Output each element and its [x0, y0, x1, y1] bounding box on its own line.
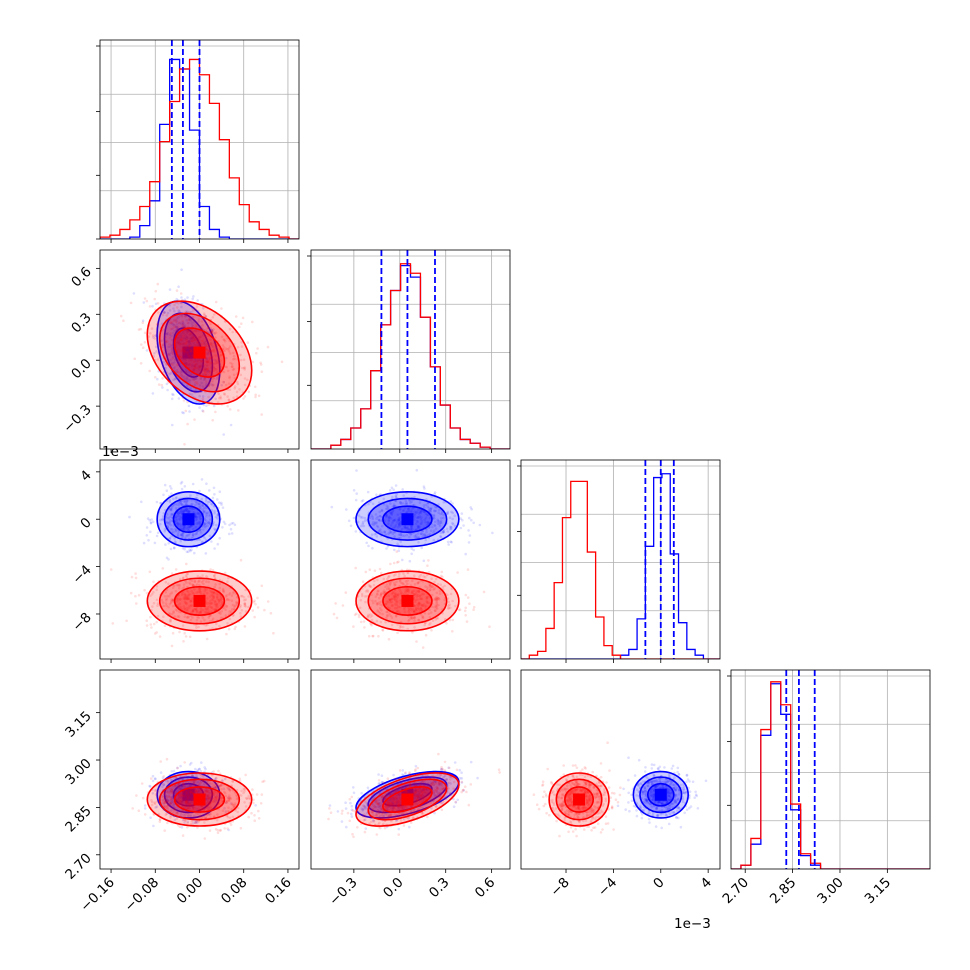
x-tick-label: 0.0 — [380, 875, 407, 902]
x-tick-label: 0.08 — [218, 875, 251, 908]
panel-3-0 — [96, 669, 300, 873]
density-peak — [182, 346, 195, 359]
gridlines — [521, 460, 720, 659]
density-peak — [193, 346, 206, 359]
y-tick-label: 4 — [77, 467, 94, 484]
x-tick-label: −0.3 — [326, 875, 360, 909]
x-tick-label: 2.85 — [767, 875, 800, 908]
density-peak — [182, 513, 195, 526]
histogram-series-0 — [521, 473, 720, 659]
gridlines — [311, 250, 510, 449]
y-tick-label: −8 — [69, 610, 94, 635]
x-tick-label: −8 — [547, 875, 572, 900]
x-tick-label: −0.16 — [77, 875, 118, 916]
y-tick-label: −0.3 — [60, 402, 94, 436]
panel-3-3 — [727, 669, 931, 873]
panel-3-2 — [520, 669, 721, 873]
panel-frame — [310, 669, 511, 870]
y-tick-label: 2.70 — [62, 850, 95, 883]
scatter-points-series-0 — [330, 468, 494, 563]
contours-series-0 — [156, 300, 221, 405]
x-tick-label: 0 — [650, 875, 667, 892]
panel-2-2 — [517, 459, 721, 663]
histogram-series-0 — [731, 683, 930, 869]
y-tick-label: 3.00 — [62, 756, 95, 789]
x-tick-label: 3.15 — [862, 875, 895, 908]
panel-frame — [520, 669, 721, 870]
panel-2-0 — [96, 459, 300, 663]
panel-3-1 — [310, 669, 511, 873]
contours-series-1 — [355, 570, 460, 632]
y-tick-label: 2.85 — [62, 803, 95, 836]
panel-frame — [730, 669, 931, 870]
histogram-series-0 — [311, 264, 510, 449]
density-peak — [193, 793, 206, 806]
x-tick-label: 0.6 — [472, 875, 499, 902]
panel-0-0 — [96, 39, 300, 243]
x-tick-label: 3.00 — [814, 875, 847, 908]
contours-series-1 — [548, 772, 610, 827]
histogram-series-1 — [311, 263, 510, 449]
density-peak — [182, 788, 195, 801]
density-peak — [401, 793, 414, 806]
y-offset-label: 1e−3 — [102, 444, 139, 460]
panel-2-1 — [310, 459, 511, 663]
y-tick-label: −4 — [69, 562, 94, 587]
x-tick-label: 0.16 — [262, 875, 295, 908]
contours-series-1 — [146, 570, 253, 632]
y-tick-label: 0.0 — [68, 356, 95, 383]
histogram-series-1 — [521, 480, 720, 659]
density-peak — [401, 594, 414, 607]
x-tick-label: 2.70 — [719, 875, 752, 908]
contours-series-0 — [156, 491, 221, 548]
y-tick-label: 0 — [77, 515, 94, 532]
density-peak — [401, 513, 414, 526]
contours-series-1 — [355, 772, 460, 827]
x-tick-label: 4 — [698, 875, 715, 892]
contours-series-0 — [632, 770, 689, 819]
x-tick-label: 0.00 — [174, 875, 207, 908]
panel-1-0 — [96, 249, 300, 453]
panel-frame — [520, 459, 721, 660]
x-tick-label: −4 — [595, 875, 620, 900]
histogram-series-0 — [100, 58, 299, 239]
density-peak — [573, 793, 586, 806]
y-tick-label: 0.6 — [68, 264, 95, 291]
x-tick-label: 0.3 — [426, 875, 453, 902]
x-tick-label: −0.08 — [122, 875, 163, 916]
panel-frame — [310, 249, 511, 450]
contours-series-0 — [355, 491, 460, 548]
panel-frame — [310, 459, 511, 660]
gridlines — [731, 670, 930, 869]
y-tick-label: 0.3 — [68, 310, 95, 337]
x-offset-label: 1e−3 — [674, 916, 711, 932]
density-peak — [654, 788, 667, 801]
histogram-series-1 — [731, 681, 930, 869]
panel-1-1 — [307, 249, 511, 453]
contours-series-1 — [146, 772, 253, 827]
y-tick-label: 3.15 — [62, 708, 95, 741]
density-peak — [193, 594, 206, 607]
contours-series-1 — [146, 300, 253, 405]
scatter-points-series-1 — [332, 550, 491, 649]
